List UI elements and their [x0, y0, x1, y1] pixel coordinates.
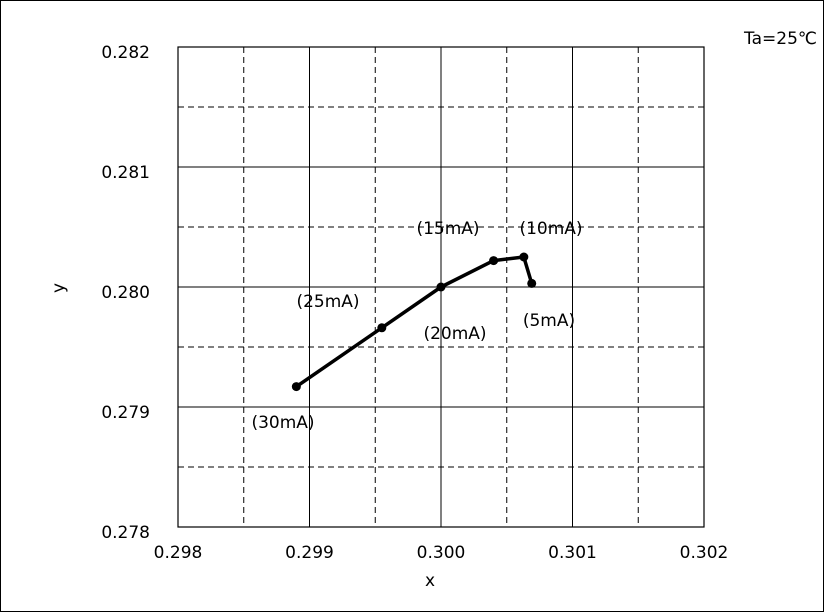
- grid: [178, 47, 704, 527]
- x-tick-label: 0.302: [680, 543, 729, 563]
- data-points: [291, 252, 537, 392]
- data-point: [527, 278, 537, 288]
- series-line: [294, 255, 534, 389]
- point-label-5ma: (5mA): [523, 311, 575, 331]
- data-point: [291, 382, 301, 392]
- plot-area: [177, 46, 705, 528]
- data-point: [377, 323, 387, 333]
- y-tick-label: 0.282: [101, 43, 150, 63]
- point-label-25ma: (25mA): [296, 292, 359, 312]
- y-axis-label: y: [49, 283, 69, 293]
- point-label-10ma: (10mA): [519, 219, 582, 239]
- temperature-condition: Ta=25℃: [743, 29, 817, 49]
- data-point: [519, 252, 529, 262]
- y-tick-label: 0.279: [101, 403, 150, 423]
- x-axis-label: x: [425, 571, 435, 591]
- data-point: [436, 282, 446, 292]
- point-label-20ma: (20mA): [423, 324, 486, 344]
- point-label-15ma: (15mA): [416, 219, 479, 239]
- x-tick-label: 0.299: [285, 543, 334, 563]
- y-tick-label: 0.278: [101, 523, 150, 543]
- data-point: [489, 256, 499, 266]
- x-tick-label: 0.298: [154, 543, 203, 563]
- x-tick-label: 0.301: [548, 543, 597, 563]
- y-tick-label: 0.280: [101, 283, 150, 303]
- y-tick-label: 0.281: [101, 163, 150, 183]
- x-tick-label: 0.300: [417, 543, 466, 563]
- point-label-30ma: (30mA): [251, 413, 314, 433]
